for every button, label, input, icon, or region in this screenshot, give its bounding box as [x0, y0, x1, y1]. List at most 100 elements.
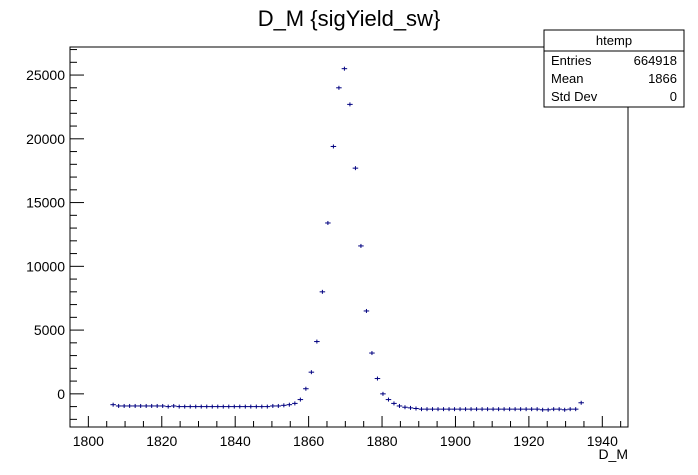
y-tick-label: 20000: [26, 131, 65, 147]
data-point: [220, 404, 227, 409]
x-tick-label: 1880: [366, 433, 397, 449]
data-point: [374, 376, 381, 381]
stats-box: htemp Entries 664918 Mean 1866 Std Dev 0: [543, 29, 685, 108]
data-point: [165, 404, 171, 409]
data-point: [528, 407, 535, 412]
data-point: [181, 404, 188, 409]
data-point: [148, 403, 155, 408]
data-point: [424, 407, 430, 412]
data-point: [121, 403, 127, 408]
x-axis-title: D_M: [598, 446, 628, 462]
data-point: [281, 403, 287, 408]
data-point: [457, 407, 463, 412]
data-point: [286, 402, 293, 407]
data-point: [435, 407, 441, 412]
data-point: [363, 308, 370, 313]
x-axis: 1800 1820 1840 1860 1880 1900 1920 1940: [73, 416, 622, 449]
data-series: [110, 66, 584, 412]
data-point: [226, 404, 232, 409]
data-point: [110, 402, 116, 407]
y-tick-label: 10000: [26, 258, 65, 274]
data-point: [231, 404, 238, 409]
data-point: [479, 407, 485, 412]
y-tick-label: 15000: [26, 195, 65, 211]
data-point: [292, 401, 298, 406]
data-point: [550, 407, 557, 412]
x-tick-label: 1840: [220, 433, 251, 449]
data-point: [380, 391, 386, 396]
data-point: [523, 407, 529, 412]
data-point: [446, 407, 452, 412]
data-point: [473, 407, 480, 412]
data-point: [462, 407, 469, 412]
data-point: [242, 404, 249, 409]
x-tick-label: 1900: [440, 433, 471, 449]
y-tick-label: 5000: [34, 322, 65, 338]
data-point: [512, 407, 518, 412]
data-point: [506, 407, 513, 412]
data-point: [534, 407, 540, 412]
data-point: [385, 397, 392, 402]
data-point: [484, 407, 491, 412]
data-point: [270, 403, 276, 408]
x-tick-label: 1820: [146, 433, 177, 449]
data-point: [490, 407, 496, 412]
data-point: [451, 407, 458, 412]
data-point: [259, 404, 265, 409]
data-point: [192, 404, 199, 409]
data-point: [578, 400, 584, 405]
data-point: [330, 144, 337, 149]
stats-box-name: htemp: [596, 33, 632, 48]
stats-box-frame: [543, 29, 685, 108]
data-point: [545, 407, 551, 412]
data-point: [215, 404, 221, 409]
y-tick-label: 25000: [26, 67, 65, 83]
data-point: [402, 405, 408, 410]
data-point: [187, 404, 193, 409]
y-axis: 0 5000 10000 15000 20000 25000: [26, 49, 84, 420]
data-point: [203, 404, 210, 409]
data-point: [170, 403, 177, 408]
stats-entries-label: Entries: [551, 53, 592, 68]
data-point: [297, 397, 304, 402]
x-tick-label: 1940: [587, 433, 618, 449]
data-point: [369, 351, 375, 356]
data-point: [248, 404, 254, 409]
data-point: [303, 386, 309, 391]
data-point: [413, 406, 419, 411]
data-point: [517, 407, 524, 412]
data-point: [319, 289, 326, 294]
data-point: [352, 166, 359, 171]
data-point: [325, 220, 331, 225]
data-point: [126, 403, 133, 408]
data-point: [501, 407, 507, 412]
data-point: [429, 407, 436, 412]
data-point: [143, 403, 149, 408]
data-point: [347, 102, 353, 107]
data-point: [154, 403, 160, 408]
data-point: [253, 404, 260, 409]
data-point: [341, 66, 348, 71]
stats-entries-value: 664918: [634, 53, 677, 68]
data-point: [418, 407, 425, 412]
x-tick-label: 1920: [513, 433, 544, 449]
data-point: [308, 370, 315, 375]
stats-stddev-value: 0: [670, 89, 677, 104]
data-point: [495, 407, 502, 412]
data-point: [115, 403, 122, 408]
data-point: [176, 404, 182, 409]
data-point: [264, 404, 271, 409]
data-point: [567, 407, 573, 412]
plot-frame: [69, 46, 629, 428]
x-tick-label: 1800: [73, 433, 104, 449]
data-point: [336, 85, 342, 90]
data-point: [209, 404, 216, 409]
data-point: [556, 407, 562, 412]
data-point: [314, 339, 320, 344]
data-point: [561, 407, 568, 412]
chart-title: D_M {sigYield_sw}: [258, 6, 441, 31]
data-point: [440, 407, 447, 412]
data-point: [468, 407, 474, 412]
data-point: [358, 243, 364, 248]
